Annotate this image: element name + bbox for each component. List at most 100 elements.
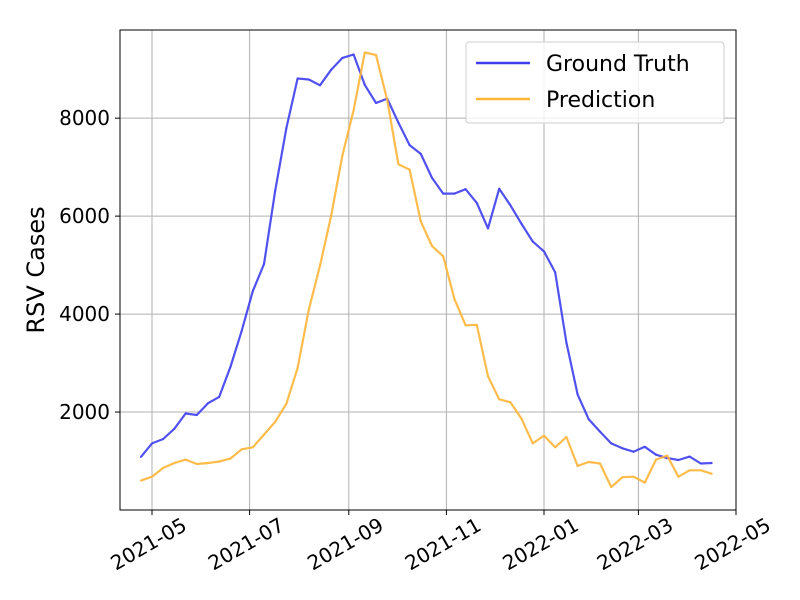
data-point [498, 398, 501, 401]
data-point [341, 57, 344, 59]
data-point [140, 456, 142, 458]
data-point [408, 144, 411, 146]
data-point [487, 375, 489, 378]
legend: Ground Truth Prediction [465, 41, 725, 124]
data-point [173, 462, 176, 464]
plot-frame [119, 29, 737, 511]
data-point [229, 366, 232, 368]
data-point [151, 475, 153, 478]
data-point [397, 121, 400, 124]
data-point [308, 308, 310, 311]
data-point [632, 475, 635, 478]
data-point [285, 127, 288, 129]
data-point [655, 458, 657, 461]
data-point [364, 84, 366, 86]
data-point [453, 298, 456, 300]
data-point [196, 414, 198, 416]
data-point [632, 450, 635, 453]
data-point [621, 476, 624, 479]
data-point [173, 427, 176, 430]
data-point [520, 418, 523, 420]
data-point [509, 204, 512, 207]
legend-label: Ground Truth [546, 52, 690, 77]
data-point [588, 418, 590, 421]
data-point [162, 467, 164, 469]
data-point [453, 192, 456, 195]
y-axis-label: RSV Cases [22, 206, 50, 333]
data-point [498, 187, 501, 190]
legend-label: Prediction [546, 88, 655, 113]
data-point [442, 192, 445, 195]
data-point [319, 264, 321, 267]
data-point [285, 402, 288, 405]
data-point [565, 341, 568, 344]
data-point [352, 109, 355, 112]
data-point [184, 458, 187, 461]
data-point [341, 154, 344, 157]
data-point [196, 463, 198, 465]
data-point [151, 442, 153, 445]
y-axis-ticks: 2000 4000 6000 8000 [59, 106, 120, 424]
data-point [532, 240, 534, 243]
data-point [375, 54, 377, 56]
data-point [644, 481, 646, 484]
data-point [263, 433, 265, 436]
data-point [700, 469, 702, 472]
data-point [509, 401, 512, 404]
data-point [252, 290, 254, 292]
x-tick-label: 2022-01 [498, 513, 582, 576]
data-point [554, 446, 556, 449]
data-point [218, 460, 220, 463]
x-tick-label: 2021-11 [401, 513, 485, 576]
data-point [274, 189, 277, 192]
x-tick-label: 2021-09 [303, 513, 387, 576]
data-point [576, 465, 579, 467]
data-point [375, 102, 377, 104]
data-point [296, 367, 299, 369]
data-point [352, 53, 355, 56]
data-point [677, 475, 680, 478]
data-point [700, 462, 702, 465]
data-point [666, 454, 668, 457]
data-point [420, 220, 422, 223]
data-point [263, 263, 265, 265]
data-point [162, 438, 164, 440]
data-point [688, 455, 691, 458]
data-point [319, 84, 321, 87]
data-point [308, 78, 310, 81]
data-point [644, 446, 646, 448]
series-line [140, 51, 713, 489]
data-point [252, 446, 254, 449]
legend-items: Ground Truth Prediction [476, 52, 690, 113]
data-point [476, 324, 478, 326]
data-point [330, 214, 333, 217]
data-point [655, 453, 657, 456]
data-point [184, 412, 187, 415]
data-point [464, 188, 467, 190]
data-point [296, 77, 299, 80]
data-point [588, 461, 590, 463]
data-point [520, 223, 523, 225]
data-point [364, 51, 366, 54]
data-point [431, 177, 433, 179]
data-point [229, 457, 232, 460]
y-tick-label: 6000 [59, 204, 110, 228]
y-tick-label: 4000 [59, 302, 110, 326]
data-point [240, 448, 243, 451]
data-point [543, 434, 545, 437]
data-point [420, 153, 422, 155]
data-point [386, 99, 389, 101]
data-point [476, 202, 478, 204]
data-point [711, 473, 713, 475]
data-point [677, 459, 680, 461]
data-point [610, 442, 612, 445]
y-tick-label: 8000 [59, 106, 110, 130]
data-point [576, 393, 579, 396]
x-tick-label: 2022-03 [593, 513, 677, 576]
data-point [621, 447, 624, 450]
data-point [599, 430, 601, 433]
data-point [218, 396, 220, 398]
data-point [554, 271, 556, 274]
series-lines [139, 51, 713, 489]
